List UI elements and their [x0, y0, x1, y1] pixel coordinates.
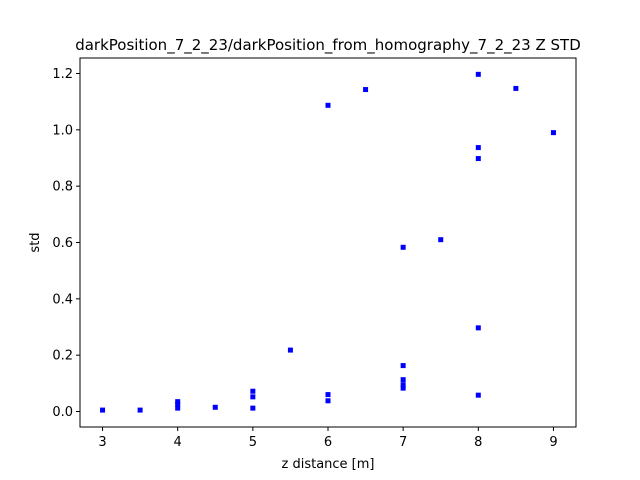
data-point [438, 237, 444, 243]
x-tick-label: 3 [98, 435, 106, 450]
data-point [400, 382, 406, 388]
y-axis-ticks: 0.0 0.2 0.4 0.6 0.8 1.0 1.2 [52, 67, 80, 420]
y-tick-label: 0.6 [52, 236, 73, 251]
x-tick-label: 7 [399, 435, 407, 450]
y-tick-label: 0.4 [52, 292, 73, 307]
data-point [250, 394, 256, 400]
data-point [513, 85, 519, 91]
data-point [175, 401, 181, 407]
data-point [325, 398, 331, 404]
data-points [100, 71, 556, 413]
data-point [400, 363, 406, 369]
data-point [325, 102, 331, 108]
y-tick-label: 1.0 [52, 123, 73, 138]
plot-area: 3 4 5 6 7 8 9 0.0 0.2 0.4 0.6 0.8 1.0 1.2 [52, 57, 577, 450]
y-axis-label: std [28, 232, 43, 252]
data-point [287, 347, 293, 353]
chart-title: darkPosition_7_2_23/darkPosition_from_ho… [75, 36, 581, 55]
data-point [475, 392, 481, 398]
data-point [175, 399, 181, 405]
data-point [475, 145, 481, 151]
data-point [400, 385, 406, 391]
data-point [100, 407, 106, 413]
data-point [550, 130, 556, 136]
data-point [475, 71, 481, 77]
x-axis-ticks: 3 4 5 6 7 8 9 [98, 427, 558, 450]
data-point [212, 404, 218, 410]
data-point [363, 87, 369, 93]
x-tick-label: 9 [549, 435, 557, 450]
data-point [175, 405, 181, 411]
x-tick-label: 5 [249, 435, 257, 450]
data-point [475, 325, 481, 331]
data-point [400, 377, 406, 383]
data-point [250, 405, 256, 411]
y-tick-label: 0.8 [52, 180, 73, 195]
data-point [250, 388, 256, 394]
y-tick-label: 0.0 [52, 405, 73, 420]
y-tick-label: 0.2 [52, 349, 73, 364]
x-tick-label: 4 [174, 435, 182, 450]
x-axis-label: z distance [m] [282, 457, 375, 472]
data-point [325, 392, 331, 398]
data-point [400, 244, 406, 250]
y-tick-label: 1.2 [52, 67, 73, 82]
data-point [475, 156, 481, 162]
x-tick-label: 8 [474, 435, 482, 450]
data-point [137, 407, 143, 413]
x-tick-label: 6 [324, 435, 332, 450]
